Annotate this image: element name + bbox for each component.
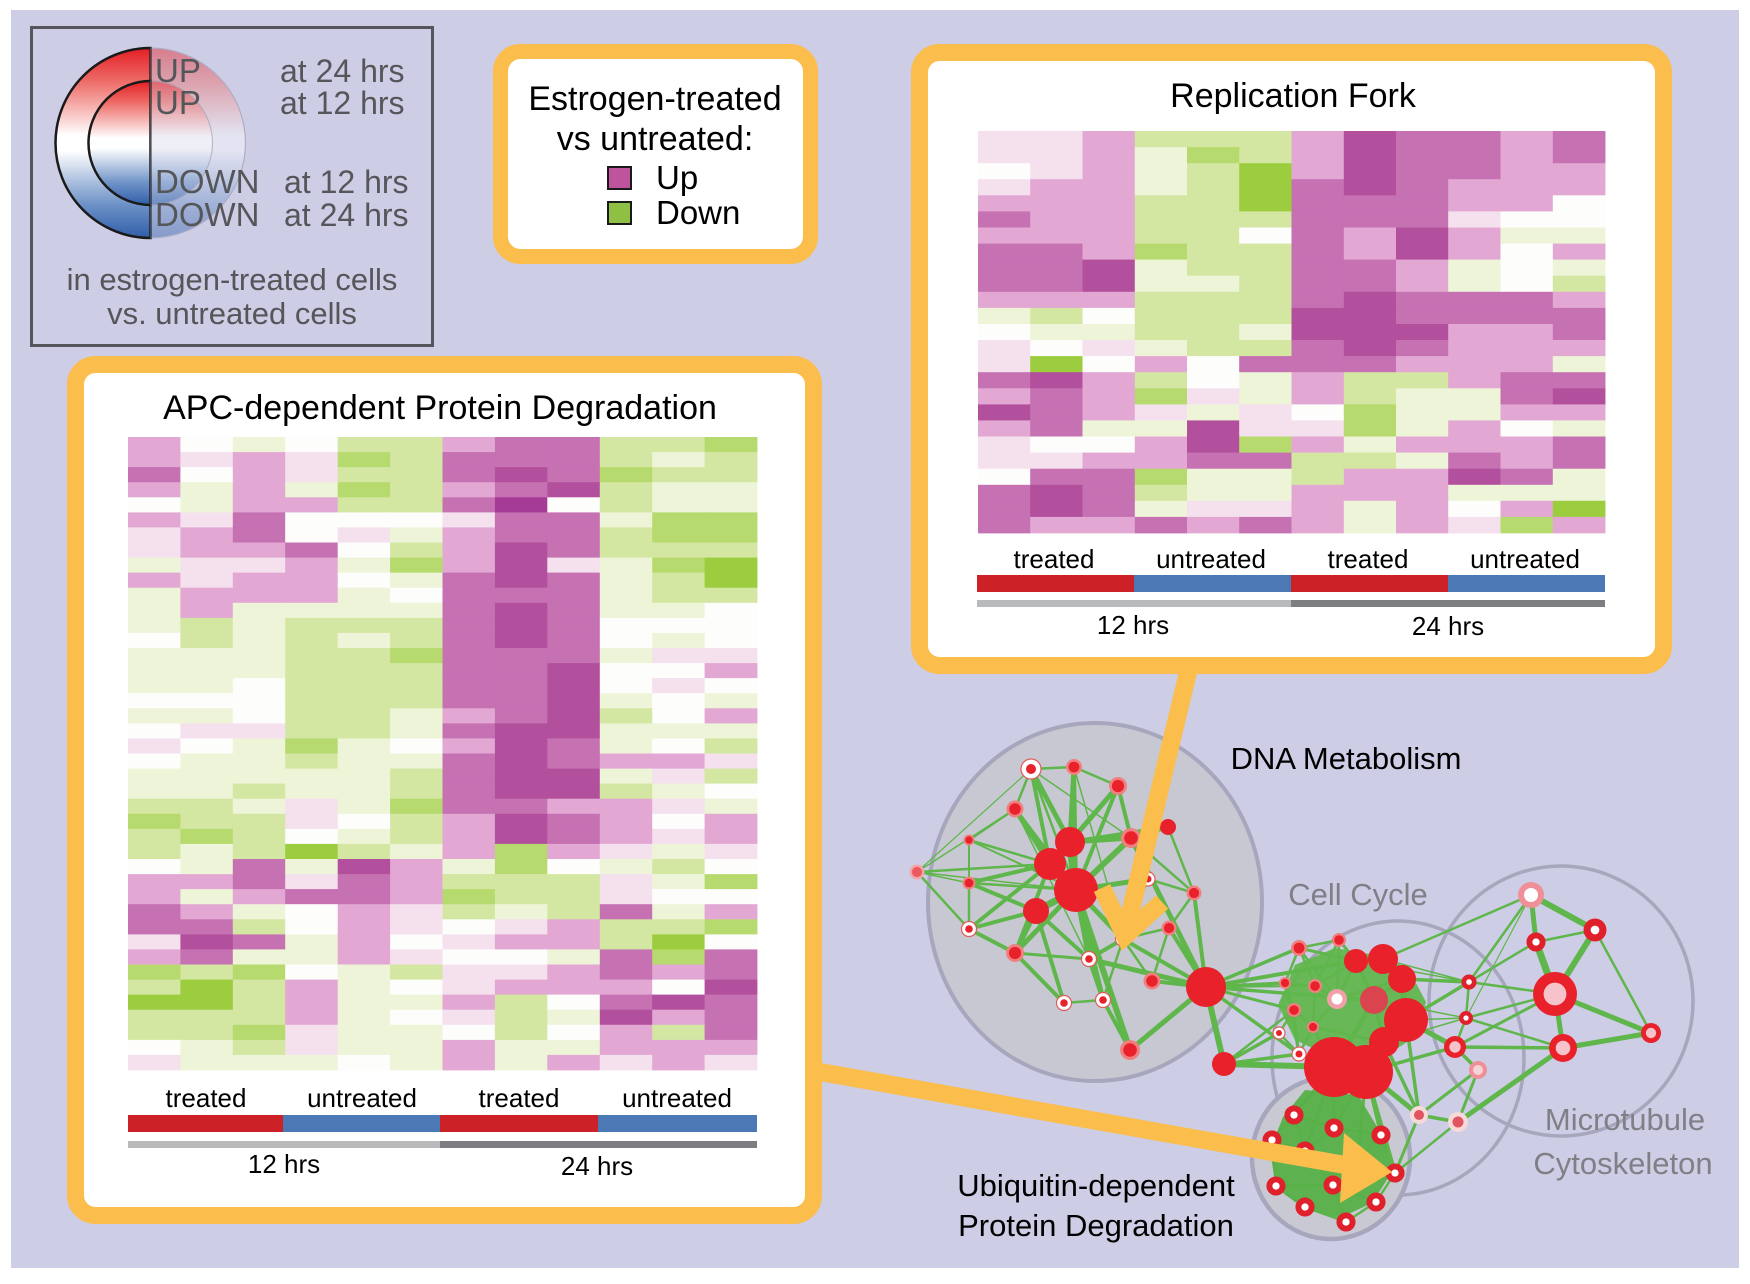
svg-text:vs untreated:: vs untreated: — [557, 120, 754, 158]
svg-text:24 hrs: 24 hrs — [561, 1151, 633, 1181]
svg-text:Estrogen-treated: Estrogen-treated — [528, 80, 781, 118]
svg-text:12 hrs: 12 hrs — [248, 1149, 320, 1179]
svg-text:24 hrs: 24 hrs — [1412, 611, 1484, 641]
svg-text:at 24 hrs: at 24 hrs — [284, 197, 409, 233]
svg-text:treated: treated — [479, 1083, 560, 1113]
svg-text:Ubiquitin-dependent: Ubiquitin-dependent — [957, 1168, 1235, 1203]
svg-text:untreated: untreated — [307, 1083, 417, 1113]
svg-text:Protein Degradation: Protein Degradation — [958, 1208, 1234, 1243]
svg-text:untreated: untreated — [1470, 544, 1580, 574]
svg-text:DNA Metabolism: DNA Metabolism — [1231, 741, 1462, 776]
svg-text:Up: Up — [656, 159, 698, 196]
svg-text:at 12 hrs: at 12 hrs — [280, 85, 405, 121]
svg-text:at 24 hrs: at 24 hrs — [280, 53, 405, 89]
svg-text:UP: UP — [155, 84, 201, 121]
svg-text:Replication Fork: Replication Fork — [1170, 77, 1417, 115]
svg-text:DOWN: DOWN — [155, 196, 259, 233]
svg-text:Down: Down — [656, 194, 740, 231]
svg-text:treated: treated — [1328, 544, 1409, 574]
svg-text:Microtubule: Microtubule — [1545, 1102, 1705, 1137]
svg-text:APC-dependent Protein Degradat: APC-dependent Protein Degradation — [163, 389, 717, 427]
svg-text:in estrogen-treated cells: in estrogen-treated cells — [67, 262, 398, 297]
svg-text:vs. untreated cells: vs. untreated cells — [107, 296, 357, 331]
svg-text:12 hrs: 12 hrs — [1097, 610, 1169, 640]
svg-text:treated: treated — [166, 1083, 247, 1113]
svg-text:UP: UP — [155, 52, 201, 89]
svg-text:at 12 hrs: at 12 hrs — [284, 164, 409, 200]
svg-text:Cytoskeleton: Cytoskeleton — [1533, 1146, 1712, 1181]
svg-text:untreated: untreated — [1156, 544, 1266, 574]
svg-text:Cell Cycle: Cell Cycle — [1288, 877, 1428, 912]
svg-text:untreated: untreated — [622, 1083, 732, 1113]
svg-text:treated: treated — [1014, 544, 1095, 574]
svg-text:DOWN: DOWN — [155, 163, 259, 200]
